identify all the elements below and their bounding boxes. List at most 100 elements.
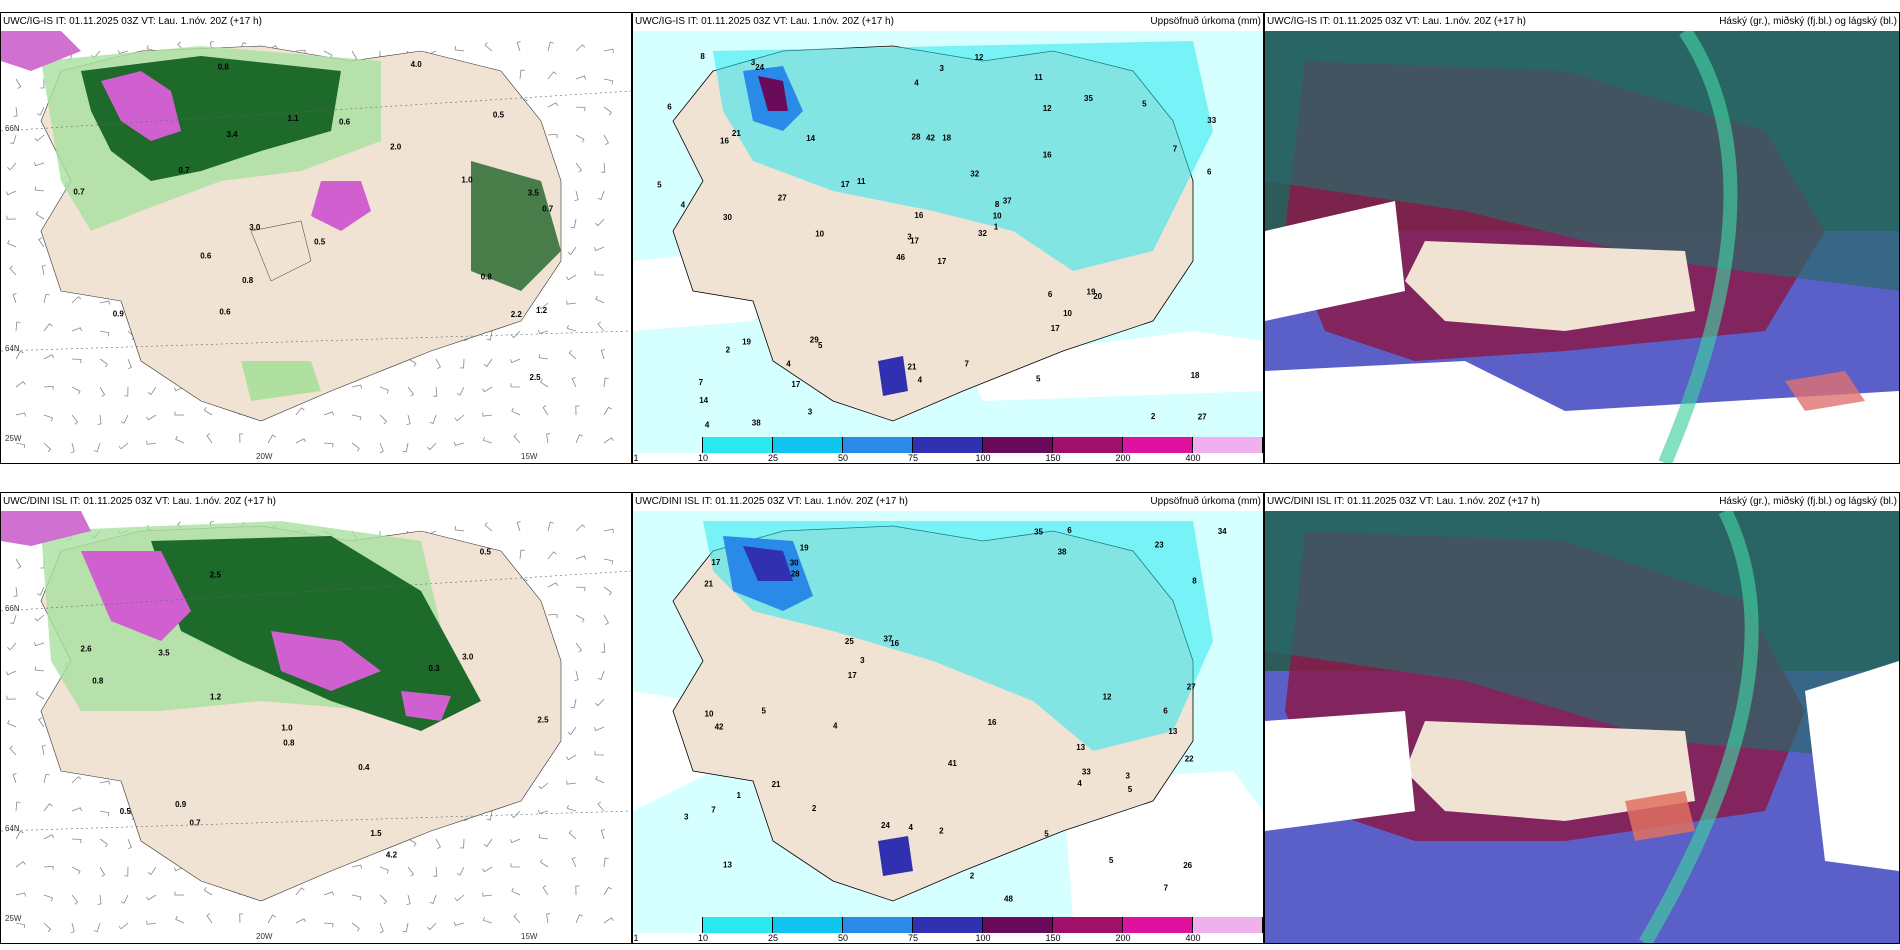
wind-barb xyxy=(513,433,521,444)
colorbar-tick: 100 xyxy=(975,933,991,943)
map-value-label: 23 xyxy=(1155,541,1164,550)
wind-barb xyxy=(99,866,106,877)
map-value-label: 17 xyxy=(711,558,720,567)
pink-corner xyxy=(1,31,81,71)
green-east xyxy=(471,161,561,291)
map-value-label: 0.6 xyxy=(200,251,212,260)
map-value-label: 22 xyxy=(1185,754,1194,763)
green-arc xyxy=(1658,31,1738,463)
map-value-label: 0.7 xyxy=(542,205,554,214)
colorbar-cell xyxy=(1053,437,1123,453)
wind-barb xyxy=(379,386,389,394)
wind-barb xyxy=(351,894,362,901)
map-value-label: 16 xyxy=(914,211,923,220)
wind-barb xyxy=(519,549,525,560)
panel-header: UWC/IG-IS IT: 01.11.2025 03Z VT: Lau. 1.… xyxy=(3,15,629,29)
wind-barb xyxy=(43,803,53,812)
colorbar-cell xyxy=(1193,437,1263,453)
wind-barb xyxy=(575,44,586,52)
map-value-label: 17 xyxy=(841,180,850,189)
wind-barb xyxy=(5,190,17,196)
wind-barb xyxy=(15,892,26,897)
wind-barb xyxy=(575,614,585,623)
map-value-label: 24 xyxy=(755,63,764,72)
wind-barb xyxy=(597,190,605,201)
map-value-label: 7 xyxy=(1164,884,1169,893)
wind-barb xyxy=(7,720,17,728)
map-value-label: 21 xyxy=(908,363,917,372)
panel-header: UWC/IG-IS IT: 01.11.2025 03Z VT: Lau. 1.… xyxy=(635,15,1261,29)
map-value-label: 0.7 xyxy=(178,166,190,175)
wind-barb xyxy=(147,386,157,396)
wind-barb xyxy=(15,412,26,417)
magenta-zone2 xyxy=(311,181,371,231)
map-value-label: 6 xyxy=(1207,168,1212,177)
wind-barb xyxy=(351,414,362,421)
wind-barb xyxy=(603,614,609,625)
map-value-label: 0.8 xyxy=(218,62,230,71)
map-value-label: 5 xyxy=(1142,99,1147,108)
wind-barb xyxy=(603,377,609,388)
colorbar-cell xyxy=(1123,437,1193,453)
wind-barb xyxy=(147,866,157,876)
wind-barb xyxy=(510,383,521,388)
wind-barb xyxy=(402,922,409,933)
wind-barb xyxy=(516,40,521,52)
wind-barb xyxy=(575,75,587,80)
colorbar-cell xyxy=(703,917,773,933)
wind-barb xyxy=(93,922,101,933)
wind-barb xyxy=(542,885,549,896)
wind-barb xyxy=(36,586,45,596)
map-value-label: 6 xyxy=(1048,290,1053,299)
map-value-label: 34 xyxy=(1218,527,1227,536)
wind-barb xyxy=(566,754,577,761)
wind-barb xyxy=(482,866,493,873)
wind-barb xyxy=(35,691,45,700)
wind-barb xyxy=(516,520,521,532)
wind-barb xyxy=(547,613,558,619)
wind-barb xyxy=(429,894,437,905)
map-value-label: 0.5 xyxy=(480,547,492,556)
map-value-label: 0.8 xyxy=(481,273,493,282)
map-value-label: 27 xyxy=(778,194,787,203)
temp-labels: 4.2 2.5 0.9 3.5 3.0 1.5 2.5 1.2 0.8 0.7 0.5 2.6 1.0 0… xyxy=(81,547,550,859)
colorbar-tick: 400 xyxy=(1185,933,1201,943)
wind-barb xyxy=(15,830,24,840)
map-value-label: 32 xyxy=(970,170,979,179)
wind-barb xyxy=(482,412,493,417)
wind-barb xyxy=(570,698,577,709)
colorbar-tick: 200 xyxy=(1115,933,1131,943)
wind-barb xyxy=(546,913,551,924)
map-value-label: 32 xyxy=(978,229,987,238)
map-value-label: 2 xyxy=(1151,412,1156,421)
wind-barb xyxy=(571,376,577,388)
wind-map-svg: 4.2 2.5 0.9 3.5 3.0 1.5 2.5 1.2 0.8 0.7 0.5 2.6 1.0 0… xyxy=(1,511,631,943)
wind-barb xyxy=(537,329,549,334)
map-value-label: 14 xyxy=(699,396,708,405)
map-value-label: 28 xyxy=(791,569,800,578)
map-value-label: 6 xyxy=(667,103,672,112)
panel-header: UWC/DINI ISL IT: 01.11.2025 03Z VT: Lau.… xyxy=(1267,495,1897,509)
wind-barb xyxy=(43,894,54,902)
colorbar-cell xyxy=(1053,917,1123,933)
magenta-zone xyxy=(81,551,191,641)
map-value-label: 48 xyxy=(1004,895,1013,904)
map-value-label: 13 xyxy=(1076,743,1085,752)
wind-barb xyxy=(174,411,185,416)
wind-barb xyxy=(175,915,185,924)
wind-barb xyxy=(600,348,605,360)
wind-barb xyxy=(99,330,110,337)
wind-barb xyxy=(34,666,45,672)
wind-barb xyxy=(351,442,360,452)
wind-barb xyxy=(15,78,22,89)
colorbar-cell xyxy=(843,917,913,933)
wind-barb xyxy=(547,551,557,560)
map-value-label: 0.8 xyxy=(283,738,295,747)
purple-max xyxy=(743,546,793,581)
map-value-label: 7 xyxy=(965,360,970,369)
map-value-label: 7 xyxy=(711,805,716,814)
wind-barb xyxy=(594,218,605,227)
map-value-label: 4.2 xyxy=(386,851,398,860)
map-value-label: 2.5 xyxy=(210,570,222,579)
wind-barb xyxy=(595,295,605,304)
